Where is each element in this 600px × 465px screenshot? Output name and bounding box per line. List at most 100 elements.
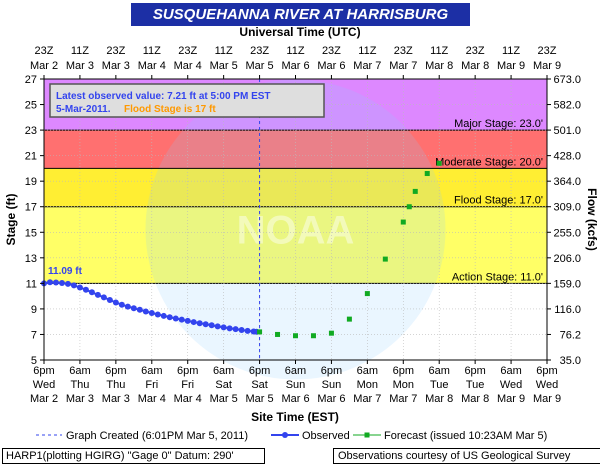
observed-point	[184, 317, 191, 324]
stage-tick-label: 27	[25, 74, 37, 86]
bottom-tick-day: Thu	[70, 379, 89, 391]
bottom-tick-date: Mar 6	[281, 393, 309, 405]
flood-band-3	[44, 206, 547, 284]
bottom-tick-time: 6am	[141, 365, 162, 377]
bottom-tick-day: Sat	[251, 379, 268, 391]
top-tick-time: 11Z	[143, 45, 161, 57]
flow-tick-label: 116.0	[554, 304, 581, 316]
observed-point	[166, 314, 173, 321]
forecast-point	[257, 329, 263, 335]
stage-tick-label: 17	[25, 202, 37, 214]
forecast-point	[328, 330, 334, 336]
legend-observed-label: Observed	[302, 430, 350, 442]
peak-label: 11.09 ft	[48, 266, 83, 277]
flow-tick-label: 428.0	[553, 151, 581, 163]
top-tick-time: 11Z	[215, 45, 233, 57]
top-tick-date: Mar 6	[281, 60, 309, 72]
observed-point	[88, 289, 95, 296]
observed-point	[190, 319, 197, 326]
source-footer: Observations courtesy of US Geological S…	[333, 448, 600, 464]
observed-point	[244, 327, 251, 334]
stage-tick-label: 9	[31, 304, 37, 316]
top-tick-date: Mar 8	[425, 60, 453, 72]
right-axis-title: Flow (kcfs)	[585, 188, 599, 251]
stage-tick-label: 13	[25, 253, 37, 265]
observed-point	[76, 284, 83, 291]
bottom-tick-day: Tue	[466, 379, 485, 391]
bottom-tick-time: 6am	[69, 365, 90, 377]
bottom-tick-date: Mar 5	[210, 393, 238, 405]
bottom-tick-time: 6am	[429, 365, 450, 377]
observed-point	[46, 279, 53, 286]
bottom-tick-time: 6am	[357, 365, 378, 377]
bottom-tick-date: Mar 7	[389, 393, 417, 405]
bottom-tick-day: Sat	[215, 379, 232, 391]
forecast-point	[382, 256, 388, 262]
observed-point	[136, 306, 143, 313]
observed-point	[232, 326, 239, 333]
top-tick-date: Mar 7	[389, 60, 417, 72]
bottom-tick-date: Mar 4	[138, 393, 166, 405]
bottom-tick-day: Mon	[393, 379, 414, 391]
bottom-tick-time: 6pm	[536, 365, 557, 377]
observed-point	[82, 286, 89, 293]
bottom-tick-day: Fri	[145, 379, 158, 391]
page-title: SUSQUEHANNA RIVER AT HARRISBURG	[131, 3, 470, 26]
top-tick-date: Mar 9	[497, 60, 525, 72]
flow-tick-label: 76.2	[560, 329, 581, 341]
observed-point	[214, 323, 221, 330]
observed-point	[52, 279, 59, 286]
bottom-axis-title: Site Time (EST)	[251, 410, 339, 424]
legend-observed-marker	[282, 432, 288, 438]
forecast-point	[275, 331, 281, 337]
observed-point	[70, 282, 77, 289]
observed-point	[196, 320, 203, 327]
observed-point	[94, 291, 101, 298]
info-box-date: 5-Mar-2011.	[56, 104, 111, 115]
bottom-tick-time: 6pm	[464, 365, 485, 377]
observed-point	[106, 296, 113, 303]
top-axis-title: Universal Time (UTC)	[239, 25, 360, 39]
forecast-point	[293, 333, 298, 339]
legend-forecast-label: Forecast (issued 10:23AM Mar 5)	[384, 430, 547, 442]
stage-tick-label: 11	[26, 278, 37, 290]
bottom-tick-date: Mar 4	[174, 393, 202, 405]
observed-point	[118, 301, 125, 308]
top-tick-time: 23Z	[178, 45, 197, 57]
top-tick-time: 11Z	[430, 45, 448, 57]
stage-label-1: Moderate Stage: 20.0'	[435, 156, 543, 168]
bottom-tick-time: 6am	[500, 365, 521, 377]
observed-point	[172, 315, 179, 322]
bottom-tick-day: Sun	[322, 379, 342, 391]
top-tick-time: 11Z	[286, 45, 304, 57]
observed-point	[160, 312, 167, 319]
top-tick-time: 23Z	[394, 45, 413, 57]
left-axis-title: Stage (ft)	[4, 194, 18, 246]
forecast-point	[364, 291, 370, 297]
bottom-tick-day: Wed	[536, 379, 558, 391]
bottom-tick-time: 6am	[213, 365, 234, 377]
bottom-tick-day: Sun	[286, 379, 306, 391]
bottom-tick-time: 6pm	[105, 365, 126, 377]
observed-point	[202, 321, 209, 328]
forecast-point	[346, 316, 352, 322]
top-tick-time: 23Z	[250, 45, 269, 57]
bottom-tick-date: Mar 8	[461, 393, 489, 405]
legend-created-label: Graph Created (6:01PM Mar 5, 2011)	[66, 430, 248, 442]
observed-point	[130, 305, 137, 312]
flow-tick-label: 673.0	[553, 74, 581, 86]
top-tick-time: 11Z	[502, 45, 520, 57]
watermark-text: NOAA	[237, 209, 355, 253]
bottom-tick-day: Tue	[430, 379, 449, 391]
top-tick-date: Mar 9	[533, 60, 561, 72]
bottom-tick-date: Mar 3	[66, 393, 94, 405]
forecast-point	[310, 333, 316, 339]
bottom-tick-date: Mar 5	[246, 393, 274, 405]
top-tick-date: Mar 5	[210, 60, 238, 72]
forecast-point	[400, 219, 406, 225]
top-tick-date: Mar 8	[461, 60, 489, 72]
observed-point	[148, 309, 155, 316]
stage-label-3: Action Stage: 11.0'	[452, 271, 543, 283]
top-tick-date: Mar 4	[174, 60, 202, 72]
